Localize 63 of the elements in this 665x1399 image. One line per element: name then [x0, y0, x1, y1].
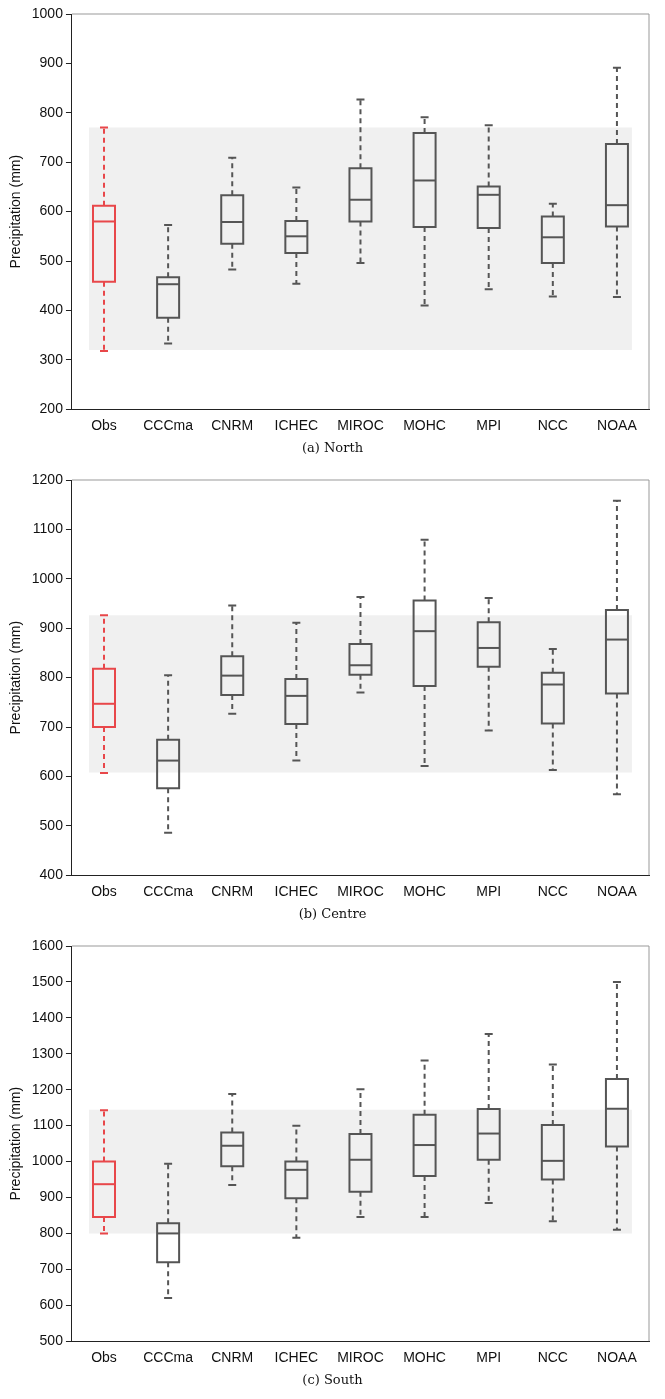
x-tick-label: MPI	[476, 883, 502, 900]
y-axis-title: Precipitation (mm)	[7, 620, 24, 735]
y-tick-label: 700	[39, 717, 64, 734]
x-tick-label: NOAA	[597, 417, 638, 434]
y-tick-label: 300	[39, 350, 64, 367]
y-tick-label: 800	[39, 1224, 64, 1241]
y-tick-label: 800	[39, 668, 64, 685]
y-tick-label: 400	[39, 301, 64, 318]
y-tick-label: 600	[39, 1296, 64, 1313]
x-tick-label: MOHC	[403, 883, 446, 900]
x-tick-label: MOHC	[403, 1349, 446, 1366]
x-tick-label: MIROC	[337, 883, 384, 900]
y-axis-title: Precipitation (mm)	[7, 154, 24, 269]
x-tick-label: NCC	[537, 883, 568, 900]
x-tick-label: NCC	[537, 417, 568, 434]
y-tick-label: 500	[39, 816, 64, 833]
y-tick-label: 1200	[31, 470, 64, 487]
text: (a) North	[300, 439, 364, 457]
x-tick-label: NOAA	[597, 1349, 638, 1366]
text: (c) South	[301, 1371, 364, 1389]
x-tick-label: NCC	[537, 1349, 568, 1366]
y-axis-title: Precipitation (mm)	[7, 1086, 24, 1201]
y-tick-label: 700	[39, 1260, 64, 1277]
y-tick-label: 800	[39, 103, 64, 120]
x-tick-label: MIROC	[337, 417, 384, 434]
x-tick-label: CNRM	[211, 417, 254, 434]
x-tick-label: Obs	[91, 417, 117, 434]
x-tick-label: CCCma	[143, 417, 194, 434]
x-tick-label: MPI	[476, 1349, 502, 1366]
x-tick-label: Obs	[91, 1349, 117, 1366]
x-tick-label: ICHEC	[274, 1349, 319, 1366]
x-tick-label: CCCma	[143, 883, 194, 900]
y-tick-label: 700	[39, 153, 64, 170]
y-tick-label: 1300	[31, 1044, 64, 1061]
x-tick-label: CNRM	[211, 883, 254, 900]
x-tick-label: CNRM	[211, 1349, 254, 1366]
y-tick-label: 500	[39, 251, 64, 268]
y-tick-label: 900	[39, 54, 64, 71]
x-tick-label: CCCma	[143, 1349, 194, 1366]
x-tick-label: NOAA	[597, 883, 638, 900]
x-tick-label: ICHEC	[274, 417, 319, 434]
y-tick-label: 1100	[32, 1116, 64, 1133]
y-tick-label: 900	[39, 619, 64, 636]
y-tick-label: 1000	[31, 1152, 64, 1169]
x-tick-label: MPI	[476, 417, 502, 434]
y-tick-label: 1000	[31, 4, 64, 21]
y-tick-label: 1100	[32, 520, 64, 537]
x-tick-label: MIROC	[337, 1349, 384, 1366]
y-tick-label: 600	[39, 202, 64, 219]
y-tick-label: 1400	[31, 1008, 64, 1025]
y-tick-label: 1200	[31, 1080, 64, 1097]
y-tick-label: 500	[39, 1332, 64, 1349]
y-tick-label: 900	[39, 1188, 64, 1205]
y-tick-label: 1000	[31, 569, 64, 586]
y-tick-label: 200	[39, 400, 64, 417]
text: (b) Centre	[297, 905, 368, 923]
x-tick-label: MOHC	[403, 417, 446, 434]
y-tick-label: 600	[39, 767, 64, 784]
x-tick-label: Obs	[91, 883, 117, 900]
y-tick-label: 1500	[31, 972, 64, 989]
x-tick-label: ICHEC	[274, 883, 319, 900]
y-tick-label: 400	[39, 866, 64, 883]
y-tick-label: 1600	[31, 936, 64, 953]
